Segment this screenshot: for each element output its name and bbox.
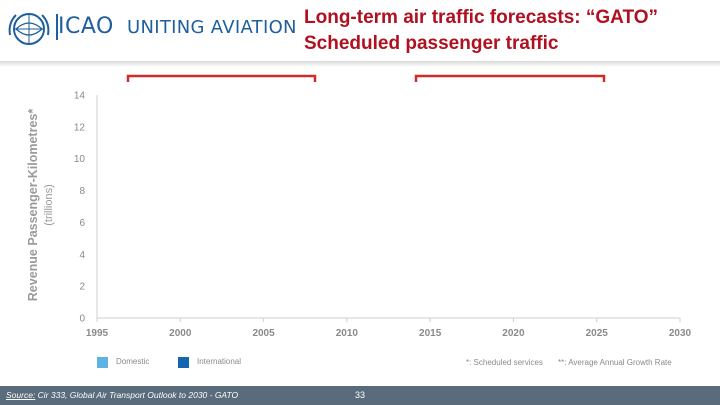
x-tick-label: 2030 (669, 328, 692, 339)
x-tick-label: 2005 (252, 328, 275, 339)
logo-separator (56, 14, 58, 40)
red-bracket-right (414, 74, 606, 82)
slide-title: Long-term air traffic forecasts: “GATO” … (304, 5, 714, 57)
slide-header: ICAO UNITING AVIATION Long-term air traf… (0, 0, 720, 62)
source-note: Source: Cir 333, Global Air Transport Ou… (6, 390, 238, 400)
x-tick-label: 2000 (169, 328, 192, 339)
red-bracket-left (126, 74, 317, 82)
y-axis-sublabel: (trillions) (43, 184, 55, 226)
axis-group: 0 2 4 6 8 10 12 14 1995 2000 2005 2010 2015 2020 2025 2… (74, 91, 692, 340)
y-axis-label: Revenue Passenger-Kilometres* (26, 109, 40, 302)
y-tick-label: 6 (79, 218, 85, 229)
x-tick-label: 1995 (86, 328, 109, 339)
header-shadow (0, 61, 720, 67)
y-tick-label: 12 (74, 122, 86, 133)
icao-emblem-icon (8, 13, 50, 45)
y-tick-label: 10 (74, 154, 86, 165)
legend-label-international: International (197, 357, 242, 366)
tagline: UNITING AVIATION (127, 17, 297, 38)
note-growth-rate: **: Average Annual Growth Rate (558, 358, 672, 367)
y-tick-label: 2 (79, 282, 85, 293)
legend-swatch-international (178, 357, 189, 368)
title-line-2: Scheduled passenger traffic (304, 33, 559, 54)
note-scheduled: *: Scheduled services (466, 358, 543, 367)
red-brackets (126, 74, 606, 82)
page-number: 33 (355, 390, 366, 400)
source-label: Source: (6, 390, 36, 400)
y-tick-label: 14 (74, 91, 86, 102)
x-tick-label: 2010 (336, 328, 359, 339)
title-line-1: Long-term air traffic forecasts: “GATO” (304, 7, 659, 28)
logo-text: ICAO (58, 14, 114, 39)
y-tick-label: 8 (79, 186, 85, 197)
y-tick-label: 0 (79, 314, 85, 325)
legend-label-domestic: Domestic (116, 357, 150, 366)
x-tick-label: 2025 (586, 328, 609, 339)
legend-swatch-domestic (97, 357, 108, 368)
x-tick-label: 2020 (502, 328, 525, 339)
footer-bar (0, 386, 720, 405)
y-tick-label: 4 (79, 250, 85, 261)
x-tick-label: 2015 (419, 328, 442, 339)
source-text: Cir 333, Global Air Transport Outlook to… (35, 390, 239, 400)
